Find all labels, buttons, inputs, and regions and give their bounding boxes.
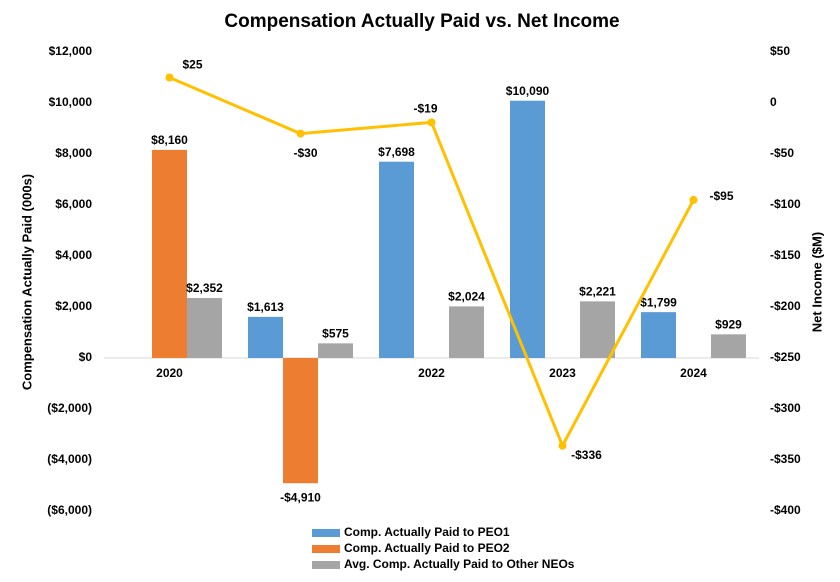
bar <box>248 316 283 358</box>
x-tick-label: 2023 <box>549 366 576 380</box>
y2-tick-label: -$50 <box>770 146 794 160</box>
line-point <box>558 441 567 450</box>
data-label: $25 <box>182 58 202 72</box>
x-tick-label: 2022 <box>418 366 445 380</box>
legend-label: Comp. Actually Paid to PEO2 <box>344 541 510 555</box>
y2-tick-label: -$400 <box>770 503 801 517</box>
y2-tick-label: -$300 <box>770 401 801 415</box>
data-label: -$336 <box>571 448 602 462</box>
y2-tick-label: -$200 <box>770 299 801 313</box>
bar <box>318 343 353 358</box>
bar <box>187 298 222 358</box>
y-tick-label: $0 <box>79 350 93 364</box>
bar <box>283 358 318 484</box>
bar <box>711 334 746 358</box>
data-label: $2,024 <box>448 290 485 304</box>
line-point <box>689 195 698 204</box>
y2-axis-title: Net Income ($M) <box>809 232 824 332</box>
line-point <box>296 129 305 138</box>
y-tick-label: $2,000 <box>55 299 92 313</box>
x-tick-label: 2024 <box>680 366 707 380</box>
y-axis-title: Compensation Actually Paid (000s) <box>19 174 34 390</box>
legend-swatch <box>312 545 340 553</box>
data-label: $10,090 <box>506 84 550 98</box>
bar <box>510 100 545 358</box>
bar <box>379 161 414 358</box>
y2-tick-label: -$150 <box>770 248 801 262</box>
x-tick-label: 2020 <box>156 366 183 380</box>
legend-swatch <box>312 529 340 537</box>
data-label: $8,160 <box>151 133 188 147</box>
y-tick-label: $10,000 <box>49 95 93 109</box>
bar <box>449 306 484 358</box>
data-label: -$19 <box>413 102 437 116</box>
y-tick-label: $8,000 <box>55 146 92 160</box>
y2-tick-label: $50 <box>770 44 790 58</box>
data-label: $7,698 <box>378 145 415 159</box>
legend-label: Comp. Actually Paid to PEO1 <box>344 525 510 539</box>
data-label: -$95 <box>709 189 733 203</box>
bar <box>580 301 615 358</box>
y2-tick-label: -$100 <box>770 197 801 211</box>
chart-title: Compensation Actually Paid vs. Net Incom… <box>224 11 619 32</box>
y2-tick-label: -$350 <box>770 452 801 466</box>
data-label: $575 <box>322 327 349 341</box>
y-tick-label: ($6,000) <box>47 503 92 517</box>
line-point <box>427 118 436 127</box>
legend-swatch <box>312 561 340 569</box>
y-tick-label: $12,000 <box>49 44 93 58</box>
data-label: $2,221 <box>579 285 616 299</box>
line-point <box>165 73 174 82</box>
y-tick-label: $4,000 <box>55 248 92 262</box>
bar <box>641 312 676 358</box>
line <box>168 76 695 450</box>
data-label: -$4,910 <box>280 490 321 504</box>
data-label: $1,799 <box>640 295 677 309</box>
y-tick-label: ($2,000) <box>47 401 92 415</box>
bar <box>152 149 187 358</box>
data-label: $2,352 <box>186 281 223 295</box>
data-label: $929 <box>715 317 742 331</box>
data-label: $1,613 <box>247 300 284 314</box>
y2-tick-label: 0 <box>770 95 777 109</box>
y-tick-label: $6,000 <box>55 197 92 211</box>
y2-tick-label: -$250 <box>770 350 801 364</box>
legend-label: Avg. Comp. Actually Paid to Other NEOs <box>344 557 575 571</box>
data-label: -$30 <box>293 146 317 160</box>
y-tick-label: ($4,000) <box>47 452 92 466</box>
